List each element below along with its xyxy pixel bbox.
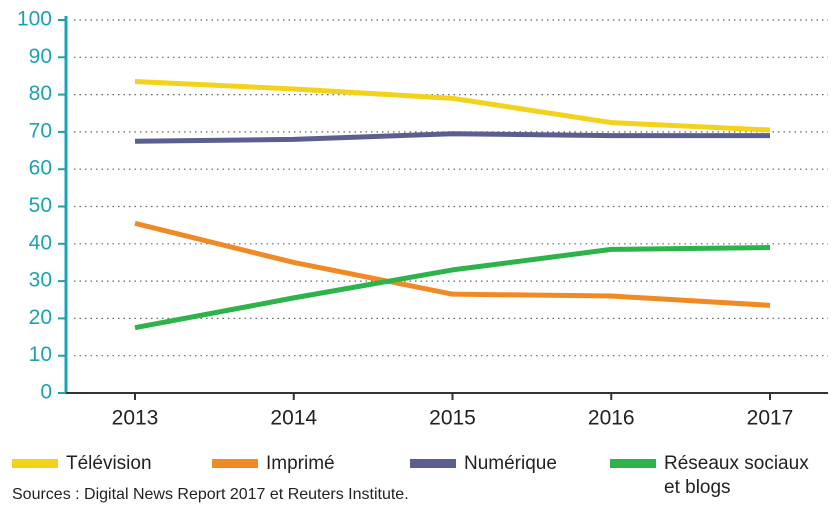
series-line [134,79,771,133]
legend-item: Imprimé [212,452,335,476]
legend-label: Imprimé [266,453,335,474]
legend-item: Réseaux sociaux et blogs [610,452,814,500]
x-tick-label: 2014 [270,407,317,430]
legend-swatch [410,459,456,468]
legend-label: Réseaux sociaux et blogs [664,453,809,498]
y-tick-label: 40 [29,231,52,254]
legend-swatch [610,459,656,468]
y-tick-label: 60 [29,157,52,180]
y-tick-label: 0 [40,381,52,404]
legend-label: Télévision [66,453,152,474]
legend-item: Télévision [12,452,152,476]
legend-swatch [12,459,58,468]
y-tick-label: 100 [17,8,52,31]
y-tick-label: 70 [29,119,52,142]
y-tick-label: 90 [29,45,52,68]
series-line [134,131,770,144]
series-line [134,245,771,331]
x-tick-label: 2016 [588,407,635,430]
source: Sources : Digital News Report 2017 et Re… [12,486,409,503]
x-tick-label: 2015 [429,407,476,430]
x-tick-label: 2017 [747,407,794,430]
legend-swatch [212,459,258,468]
y-tick-label: 20 [29,306,52,329]
y-tick-label: 50 [29,194,52,217]
y-tick-label: 10 [29,343,52,366]
legend-label: Numérique [464,453,557,474]
series-line [134,220,771,308]
x-tick-label: 2013 [112,407,159,430]
plot: 0 10 20 30 40 50 60 70 80 90 100 2013 2014 2015 2016 20… [17,8,828,430]
y-tick-label: 80 [29,82,52,105]
legend-item: Numérique [410,452,557,476]
y-tick-label: 30 [29,269,52,292]
